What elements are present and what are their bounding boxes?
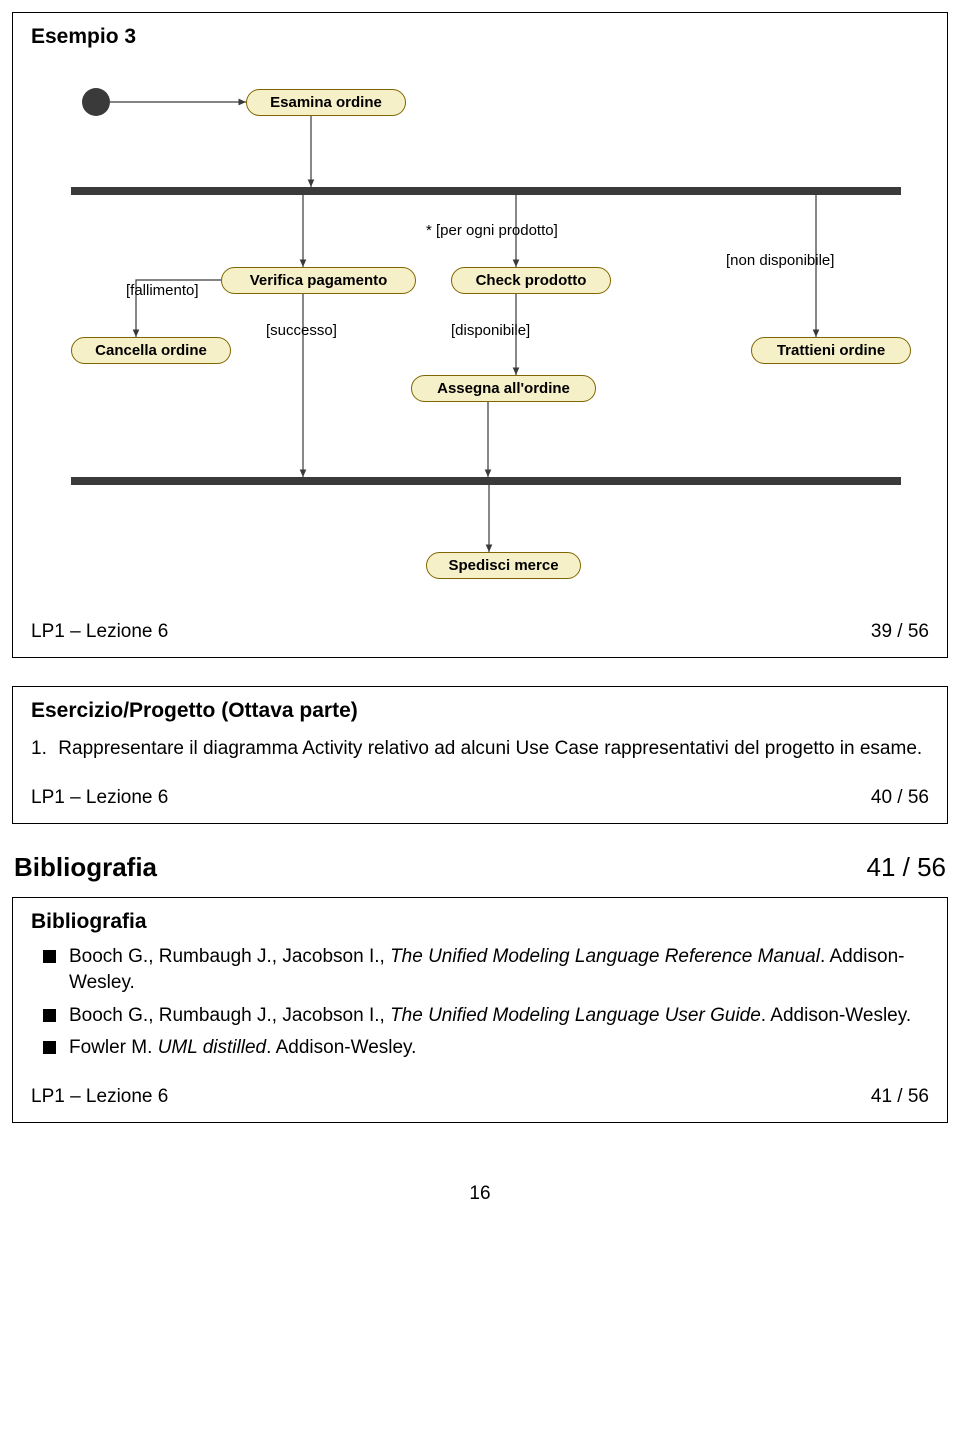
- slide3-title: Bibliografia: [31, 910, 929, 934]
- exercise-item: 1. Rappresentare il diagramma Activity r…: [31, 735, 929, 763]
- bib-authors: Fowler M.: [69, 1037, 158, 1058]
- bib-tail: . Addison-Wesley.: [266, 1037, 416, 1058]
- sync-bar: [71, 477, 901, 485]
- slide-esercizio: Esercizio/Progetto (Ottava parte) 1. Rap…: [12, 686, 948, 824]
- activity-node-verifica: Verifica pagamento: [221, 267, 416, 294]
- slide2-title: Esercizio/Progetto (Ottava parte): [31, 699, 929, 723]
- guard-label: * [per ogni prodotto]: [426, 222, 558, 239]
- slide1-footer-right: 39 / 56: [871, 621, 929, 643]
- guard-label: [fallimento]: [126, 282, 199, 299]
- page: Esempio 3 Esamina ordine Verifica pagamen…: [0, 12, 960, 1235]
- slide2-footer-right: 40 / 56: [871, 787, 929, 809]
- activity-node-esamina: Esamina ordine: [246, 89, 406, 116]
- page-number: 16: [0, 1183, 960, 1235]
- bib-tail: . Addison-Wesley.: [761, 1005, 911, 1026]
- bib-authors: Booch G., Rumbaugh J., Jacobson I.,: [69, 1005, 390, 1026]
- section-heading-left: Bibliografia: [14, 852, 157, 883]
- slide3-footer: LP1 – Lezione 6 41 / 56: [31, 1086, 929, 1108]
- activity-node-assegna: Assegna all'ordine: [411, 375, 596, 402]
- slide-esempio3: Esempio 3 Esamina ordine Verifica pagamen…: [12, 12, 948, 658]
- activity-diagram: Esamina ordine Verifica pagamento Check pr…: [31, 57, 929, 597]
- bib-title: UML distilled: [158, 1037, 266, 1058]
- bib-title: The Unified Modeling Language User Guide: [390, 1005, 761, 1026]
- slide-bibliografia: Bibliografia Booch G., Rumbaugh J., Jaco…: [12, 897, 948, 1123]
- exercise-number: 1.: [31, 735, 53, 763]
- slide2-footer-left: LP1 – Lezione 6: [31, 787, 168, 809]
- slide3-footer-right: 41 / 56: [871, 1086, 929, 1108]
- sync-bar: [71, 187, 901, 195]
- section-heading-right: 41 / 56: [866, 852, 946, 883]
- slide1-footer-left: LP1 – Lezione 6: [31, 621, 168, 643]
- slide3-footer-left: LP1 – Lezione 6: [31, 1086, 168, 1108]
- exercise-list: 1. Rappresentare il diagramma Activity r…: [31, 735, 929, 763]
- bib-authors: Booch G., Rumbaugh J., Jacobson I.,: [69, 946, 390, 967]
- slide1-footer: LP1 – Lezione 6 39 / 56: [31, 621, 929, 643]
- guard-label: [disponibile]: [451, 322, 530, 339]
- slide1-title: Esempio 3: [31, 25, 929, 49]
- bibliography-list: Booch G., Rumbaugh J., Jacobson I., The …: [31, 944, 929, 1062]
- guard-label: [non disponibile]: [726, 252, 834, 269]
- bibliography-item: Booch G., Rumbaugh J., Jacobson I., The …: [31, 1003, 929, 1030]
- exercise-text: Rappresentare il diagramma Activity rela…: [58, 738, 922, 759]
- activity-node-trattieni: Trattieni ordine: [751, 337, 911, 364]
- slide2-footer: LP1 – Lezione 6 40 / 56: [31, 787, 929, 809]
- bibliography-item: Booch G., Rumbaugh J., Jacobson I., The …: [31, 944, 929, 997]
- bib-title: The Unified Modeling Language Reference …: [390, 946, 820, 967]
- activity-node-check: Check prodotto: [451, 267, 611, 294]
- activity-node-cancella: Cancella ordine: [71, 337, 231, 364]
- guard-label: [successo]: [266, 322, 337, 339]
- initial-node: [82, 88, 110, 116]
- activity-node-spedisci: Spedisci merce: [426, 552, 581, 579]
- bibliography-item: Fowler M. UML distilled. Addison-Wesley.: [31, 1035, 929, 1062]
- section-heading: Bibliografia 41 / 56: [14, 852, 946, 883]
